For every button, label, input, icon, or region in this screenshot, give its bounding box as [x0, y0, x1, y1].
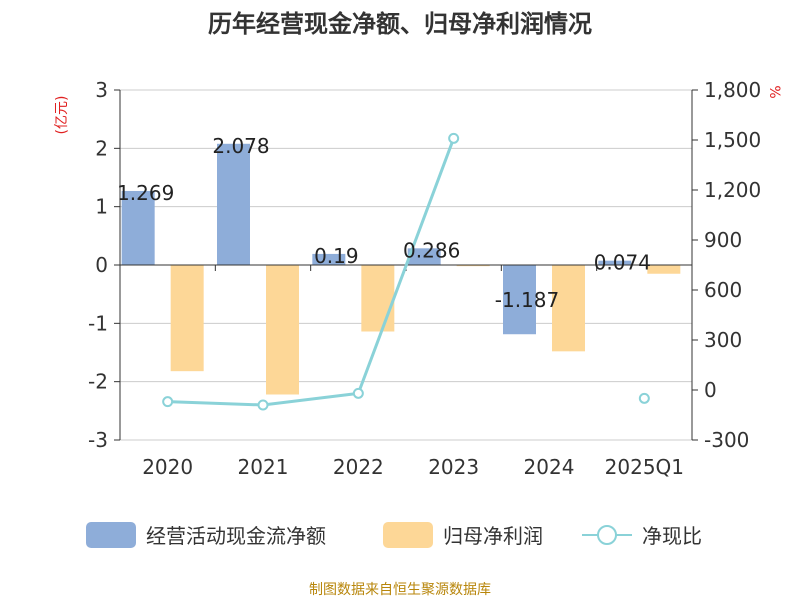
left-axis-unit: (亿元) — [54, 96, 70, 135]
left-tick-label: -2 — [88, 370, 108, 394]
source-note: 制图数据来自恒生聚源数据库 — [309, 582, 491, 598]
left-tick-label: 1 — [95, 195, 108, 219]
bar-cash-flow — [217, 143, 250, 265]
bar-cash-flow — [312, 253, 346, 265]
x-tick-label: 2024 — [524, 455, 575, 479]
legend-swatch[interactable] — [86, 522, 136, 548]
right-tick-label: 1,500 — [704, 128, 761, 152]
bar-cash-flow — [407, 248, 441, 265]
ratio-line-series — [162, 132, 650, 411]
right-tick-label: 600 — [704, 278, 742, 302]
legend-marker[interactable] — [597, 525, 617, 545]
data-labels: 1.269 2.078 0.19 0.286 -1.187 0.074 — [117, 134, 651, 312]
bar-cash-flow — [503, 265, 536, 335]
ratio-point — [638, 392, 650, 404]
legend[interactable]: 经营活动现金流净额 归母净利润 净现比 — [86, 522, 702, 548]
bar-value-label: 0.286 — [403, 238, 460, 262]
left-tick-label: 3 — [95, 78, 108, 102]
right-tick-label: -300 — [704, 428, 749, 452]
ratio-point — [162, 396, 174, 408]
left-tick-label: 0 — [95, 253, 108, 277]
left-tick-label: -3 — [88, 428, 108, 452]
right-tick-label: 900 — [704, 228, 742, 252]
ratio-point — [257, 399, 269, 411]
bar-value-label: 1.269 — [117, 181, 174, 205]
bar-net-profit — [552, 265, 585, 352]
bar-net-profit — [456, 265, 490, 267]
legend-swatch[interactable] — [383, 522, 433, 548]
x-tick-label: 2021 — [238, 455, 289, 479]
left-tick-label: 2 — [95, 136, 108, 160]
bar-net-profit — [266, 265, 299, 395]
bar-cash-flow — [598, 260, 632, 265]
right-tick-label: 1,200 — [704, 178, 761, 202]
left-tick-label: -1 — [88, 311, 108, 335]
legend-label[interactable]: 净现比 — [642, 524, 702, 548]
ratio-point — [352, 387, 364, 399]
legend-label[interactable]: 经营活动现金流净额 — [146, 524, 326, 548]
bars — [121, 143, 681, 395]
right-tick-label: 0 — [704, 378, 717, 402]
x-tick-label: 2020 — [142, 455, 193, 479]
ratio-point — [448, 132, 460, 144]
chart-title: 历年经营现金净额、归母净利润情况 — [208, 10, 592, 38]
x-tick-label: 2023 — [428, 455, 479, 479]
x-tick-label: 2025Q1 — [605, 455, 684, 479]
right-tick-label: 300 — [704, 328, 742, 352]
right-tick-label: 1,800 — [704, 78, 761, 102]
ratio-line — [167, 137, 456, 407]
bar-net-profit — [647, 265, 681, 274]
bar-value-label: -1.187 — [495, 288, 559, 312]
bar-net-profit — [170, 265, 204, 372]
x-tick-label: 2022 — [333, 455, 384, 479]
bar-value-label: 2.078 — [212, 134, 269, 158]
right-axis-unit: % — [766, 85, 782, 98]
bar-cash-flow — [121, 190, 155, 265]
bar-value-label: 0.19 — [314, 244, 359, 268]
bar-value-label: 0.074 — [594, 251, 651, 275]
axes: -3 -2 -1 0 1 2 3 -300 0 300 600 900 1,200 1,500 1,800 2… — [88, 78, 761, 479]
bar-net-profit — [361, 265, 395, 332]
legend-label[interactable]: 归母净利润 — [443, 524, 543, 548]
